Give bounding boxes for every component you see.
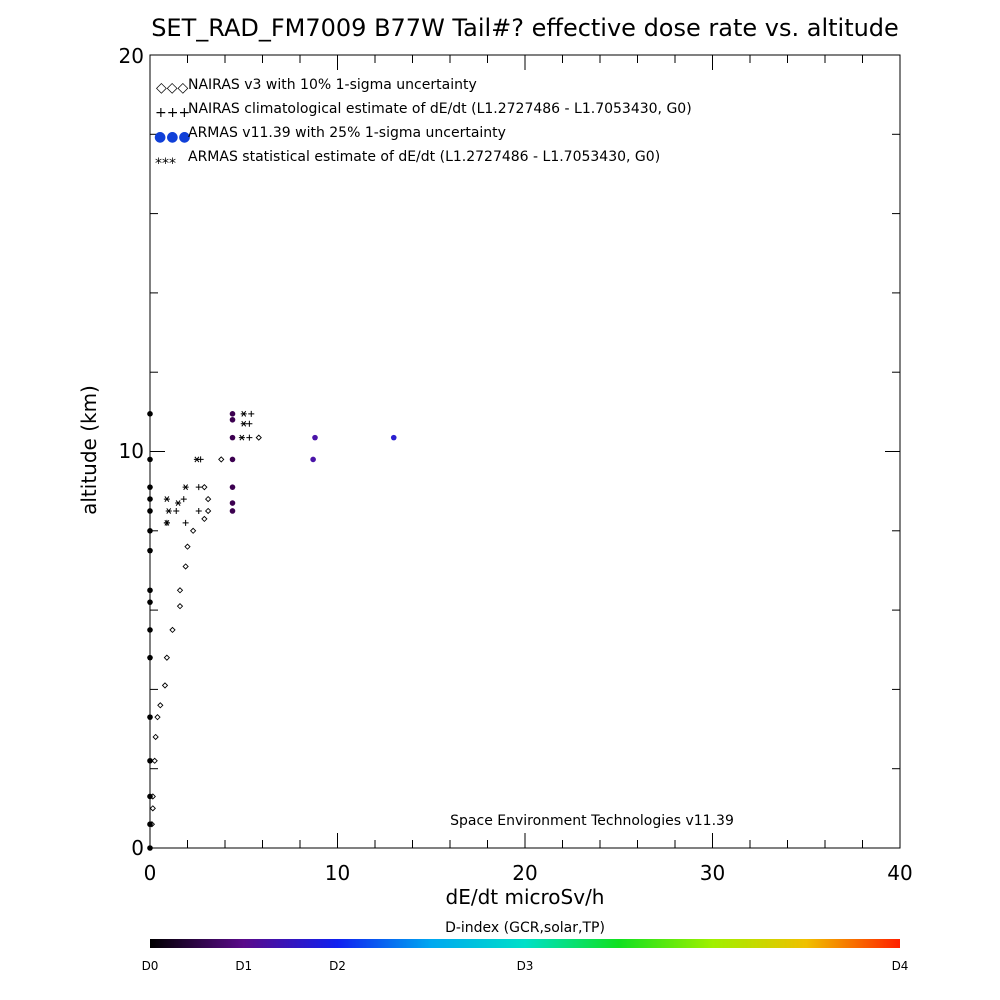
armas-point (147, 547, 153, 554)
armas-estimate-point (163, 519, 170, 526)
legend-label: NAIRAS climatological estimate of dE/dt … (188, 101, 692, 117)
nairas-point (157, 702, 164, 709)
legend-symbol-dot: ●●● (154, 129, 191, 145)
nairas-point (176, 587, 184, 594)
nairas-point (204, 495, 212, 503)
nairas-point (255, 434, 262, 441)
legend-label: NAIRAS v3 with 10% 1-sigma uncertainty (188, 77, 477, 93)
nairas-estimate-point (182, 519, 189, 526)
nairas-point (189, 527, 197, 534)
armas-point (147, 411, 153, 417)
legend-symbol-diamond: ◇◇◇ (156, 80, 189, 96)
x-tick-label: 0 (144, 861, 157, 885)
armas-point (147, 496, 153, 502)
armas-estimate-point (240, 420, 247, 427)
nairas-point (176, 602, 184, 610)
armas-estimate-point (175, 500, 182, 506)
colorbar-labels: D0 D1 D2 D3 D4 (142, 959, 909, 973)
armas-point (147, 757, 153, 764)
nairas-point (149, 805, 156, 812)
x-tick-label: 40 (887, 861, 912, 885)
x-axis-label: dE/dt microSv/h (446, 885, 605, 909)
armas-point (229, 434, 236, 441)
armas-point (147, 456, 153, 463)
armas-point (310, 456, 316, 463)
armas-point (147, 845, 153, 851)
armas-estimate-point (193, 456, 200, 463)
armas-estimate-point (165, 508, 172, 514)
armas-point (229, 484, 236, 490)
nairas-point (169, 626, 176, 634)
nairas-estimate-point (246, 420, 253, 427)
armas-estimate-point (182, 484, 189, 491)
legend-symbol-plus: +++ (155, 105, 190, 121)
armas-point (229, 500, 236, 506)
chart-title: SET_RAD_FM7009 B77W Tail#? effective dos… (151, 14, 899, 42)
plot-frame (149, 54, 901, 849)
nairas-estimate-point (248, 410, 255, 417)
armas-point (229, 416, 236, 423)
armas-point (390, 434, 397, 441)
nairas-point (161, 682, 169, 689)
nairas-point (204, 507, 212, 515)
nairas-estimate-point (195, 484, 202, 491)
axis-ticks (149, 54, 901, 849)
y-tick-label: 10 (119, 439, 144, 463)
x-tick-label: 20 (512, 861, 537, 885)
colorbar (150, 939, 900, 948)
x-tick-label: 30 (700, 861, 725, 885)
armas-point (229, 456, 236, 463)
nairas-point (152, 733, 159, 741)
armas-point (229, 411, 236, 417)
legend-symbol-asterisk: *** (155, 156, 176, 172)
nairas-point (154, 714, 161, 721)
armas-estimate-point (240, 410, 247, 417)
y-axis-label: altitude (km) (77, 385, 101, 515)
y-tick-label: 20 (119, 44, 144, 68)
colorbar-label: D3 (517, 959, 534, 973)
nairas-point (201, 515, 208, 523)
legend: ◇◇◇ NAIRAS v3 with 10% 1-sigma uncertain… (154, 77, 692, 172)
armas-point (147, 587, 153, 594)
armas-point (147, 793, 153, 800)
nairas-point (184, 543, 191, 550)
legend-label: ARMAS v11.39 with 25% 1-sigma uncertaint… (188, 125, 506, 141)
armas-estimate-point (238, 434, 245, 441)
armas-point (147, 508, 153, 514)
nairas-estimate-point (246, 434, 253, 441)
nairas-estimate-point (180, 496, 187, 503)
armas-point (147, 654, 153, 661)
colorbar-title: D-index (GCR,solar,TP) (445, 920, 605, 936)
colorbar-label: D0 (142, 959, 159, 973)
data-marks (147, 410, 397, 851)
colorbar-label: D1 (235, 959, 252, 973)
nairas-point (182, 563, 189, 570)
armas-point (147, 627, 153, 633)
colorbar-label: D4 (892, 959, 909, 973)
credit-text: Space Environment Technologies v11.39 (450, 813, 734, 829)
armas-point (312, 434, 318, 441)
armas-point (147, 599, 153, 605)
nairas-estimate-point (173, 507, 180, 514)
armas-point (147, 484, 153, 490)
armas-point (229, 508, 236, 514)
colorbar-label: D2 (329, 959, 346, 973)
nairas-point (151, 757, 158, 764)
armas-estimate-point (163, 496, 170, 502)
y-tick-label: 0 (131, 836, 144, 860)
armas-point (147, 528, 153, 534)
nairas-point (201, 484, 208, 491)
nairas-estimate-point (195, 507, 202, 514)
nairas-point (218, 456, 225, 463)
x-tick-label: 10 (325, 861, 350, 885)
armas-point (147, 821, 153, 828)
armas-point (147, 714, 153, 720)
legend-label: ARMAS statistical estimate of dE/dt (L1.… (188, 149, 660, 165)
nairas-point (163, 654, 171, 661)
